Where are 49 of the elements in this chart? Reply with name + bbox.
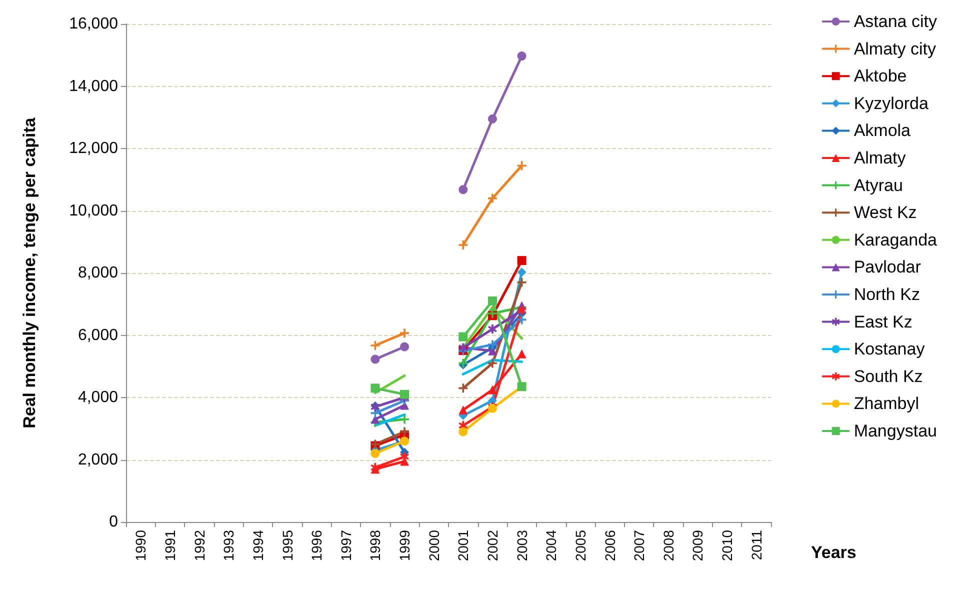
x-axis-title: Years (811, 543, 856, 562)
legend-label: Akmola (854, 121, 912, 140)
x-tick-label: 2002 (484, 530, 500, 562)
x-tick-label: 2005 (572, 530, 588, 562)
y-tick-label: 2,000 (78, 451, 118, 468)
legend-label: Kostanay (854, 340, 926, 359)
legend-label: Kyzylorda (854, 94, 930, 113)
legend-label: Aktobe (854, 66, 907, 86)
legend-label: Zhambyl (854, 394, 920, 414)
x-tick-label: 1996 (308, 530, 325, 562)
y-tick-label: 6,000 (78, 326, 118, 344)
legend-label: Almaty (854, 148, 906, 168)
y-tick-label: 10,000 (69, 202, 118, 220)
x-tick-label: 2000 (426, 530, 442, 562)
x-tick-label: 1998 (367, 530, 384, 562)
x-tick-label: 2006 (602, 530, 618, 562)
y-tick-label: 8,000 (78, 264, 118, 282)
y-tick-label: 4,000 (78, 389, 118, 406)
y-axis-title: Real monthly income, tenge per capita (20, 117, 39, 428)
legend-label: Karaganda (854, 230, 938, 250)
x-tick-label: 2010 (719, 530, 736, 562)
x-tick-label: 2001 (455, 530, 472, 562)
y-tick-label: 12,000 (69, 140, 118, 157)
legend-label: Atyrau (854, 176, 903, 195)
legend-label: Mangystau (854, 422, 937, 440)
x-tick-label: 2008 (660, 530, 676, 562)
x-tick-label: 2009 (690, 530, 706, 562)
legend-label: Astana city (854, 12, 938, 31)
x-tick-label: 2003 (514, 530, 530, 562)
legend-label: Pavlodar (854, 258, 922, 277)
x-tick-label: 2007 (631, 530, 648, 562)
x-tick-label: 1997 (338, 530, 354, 562)
x-tick-label: 1993 (220, 530, 237, 562)
x-tick-label: 1994 (250, 530, 266, 562)
y-tick-label: 16,000 (69, 16, 118, 32)
y-tick-label: 0 (109, 514, 118, 530)
legend-label: South Kz (854, 366, 923, 386)
x-tick-label: 2011 (748, 530, 764, 560)
legend-label: East Kz (854, 312, 912, 332)
x-tick-label: 2004 (543, 530, 560, 562)
x-tick-label: 1990 (132, 530, 149, 562)
y-tick-label: 14,000 (69, 78, 118, 95)
x-tick-label: 1992 (191, 530, 208, 562)
legend-label: Almaty city (854, 39, 936, 58)
x-tick-label: 1995 (279, 530, 296, 562)
x-tick-label: 1991 (162, 530, 178, 562)
legend-label: North Kz (854, 285, 920, 304)
x-tick-label: 1999 (396, 530, 413, 562)
legend-label: West Kz (854, 203, 917, 222)
